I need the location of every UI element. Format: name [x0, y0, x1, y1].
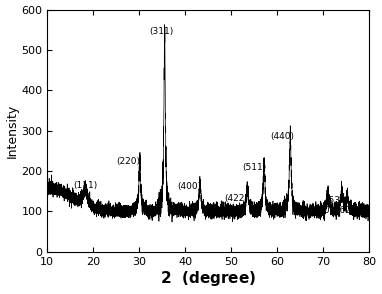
Text: (311): (311) [149, 27, 173, 36]
Y-axis label: Intensity: Intensity [6, 103, 19, 158]
Text: (220): (220) [116, 157, 140, 166]
Text: (620): (620) [309, 206, 333, 216]
Text: (400): (400) [177, 182, 201, 191]
Text: (533): (533) [325, 196, 349, 206]
Text: (111): (111) [73, 181, 97, 191]
X-axis label: $\mathbf{2}$  (degree): $\mathbf{2}$ (degree) [160, 269, 256, 288]
Text: (422): (422) [224, 194, 248, 203]
Text: (511): (511) [242, 163, 267, 172]
Text: (440): (440) [270, 132, 294, 141]
Text: (622): (622) [337, 206, 361, 216]
